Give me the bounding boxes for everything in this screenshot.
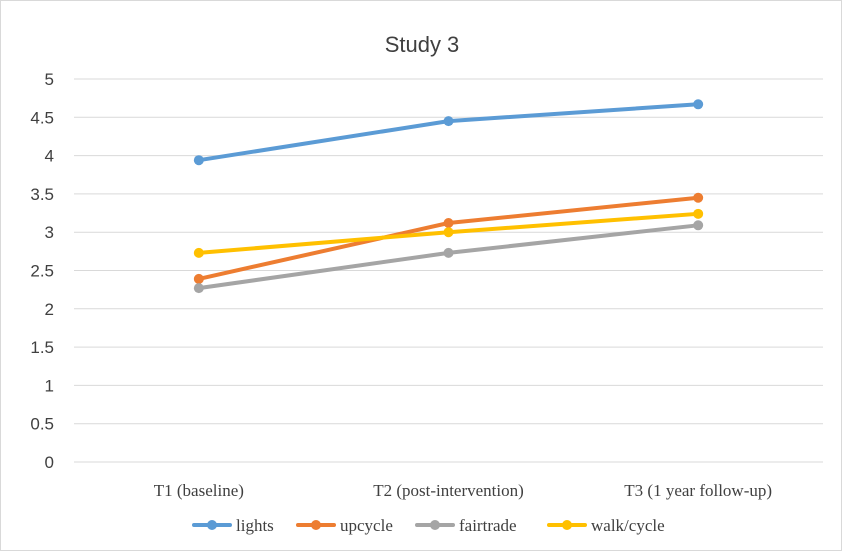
legend-marker (207, 520, 217, 530)
legend-marker (311, 520, 321, 530)
data-point (443, 247, 454, 258)
data-point (693, 220, 704, 231)
y-tick-label: 0.5 (30, 415, 54, 434)
legend-label: upcycle (340, 516, 393, 535)
data-point (193, 273, 204, 284)
data-point (443, 218, 454, 229)
legend-item: walk/cycle (547, 516, 665, 535)
x-tick-label: T1 (baseline) (154, 481, 244, 500)
y-tick-label: 2 (45, 300, 54, 319)
y-tick-label: 5 (45, 70, 54, 89)
legend: lights upcycle fairtrade walk/cycle (192, 516, 665, 535)
series-line-upcycle (196, 195, 701, 281)
x-axis-ticks: T1 (baseline) T2 (post-intervention) T3 (1… (154, 481, 772, 500)
legend-item: fairtrade (415, 516, 517, 535)
legend-label: walk/cycle (591, 516, 665, 535)
legend-item: lights (192, 516, 274, 535)
legend-marker (562, 520, 572, 530)
legend-label: fairtrade (459, 516, 517, 535)
series-points (193, 99, 704, 294)
y-tick-label: 3 (45, 223, 54, 242)
y-tick-label: 4.5 (30, 108, 54, 127)
data-point (693, 99, 704, 110)
x-tick-label: T2 (post-intervention) (373, 481, 524, 500)
y-tick-label: 4 (45, 147, 54, 166)
legend-marker (430, 520, 440, 530)
y-tick-label: 0 (45, 453, 54, 472)
data-point (193, 247, 204, 258)
y-tick-label: 1.5 (30, 338, 54, 357)
data-point (193, 155, 204, 166)
y-tick-label: 2.5 (30, 262, 54, 281)
gridlines (74, 78, 823, 463)
data-point (693, 192, 704, 203)
x-tick-label: T3 (1 year follow-up) (624, 481, 772, 500)
legend-label: lights (236, 516, 274, 535)
y-tick-label: 1 (45, 376, 54, 395)
legend-item: upcycle (296, 516, 393, 535)
data-point (443, 116, 454, 127)
y-tick-label: 3.5 (30, 185, 54, 204)
series-line-lights (196, 102, 701, 163)
data-point (193, 283, 204, 294)
data-point (443, 227, 454, 238)
chart-title: Study 3 (385, 32, 460, 57)
data-point (693, 208, 704, 219)
y-axis-ticks: 0 0.5 1 1.5 2 2.5 3 3.5 4 4.5 5 (30, 70, 54, 472)
series-lines (196, 102, 701, 291)
